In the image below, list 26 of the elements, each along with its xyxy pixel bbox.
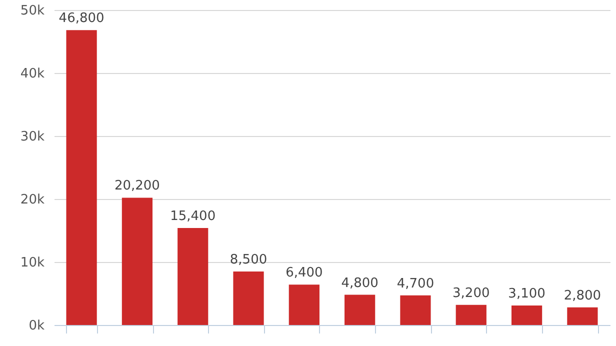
data-label: 8,500 <box>230 252 268 268</box>
bar <box>511 305 542 325</box>
data-label: 3,200 <box>452 286 490 301</box>
y-tick-label: 30k <box>20 130 45 144</box>
bar <box>567 307 598 325</box>
data-label: 15,400 <box>170 208 216 224</box>
bar <box>66 30 97 325</box>
data-label: 4,700 <box>396 276 434 292</box>
data-label: 20,200 <box>114 178 160 194</box>
data-label: 2,800 <box>564 288 602 304</box>
y-tick-label: 0k <box>28 318 45 334</box>
y-tick-label: 50k <box>20 4 45 18</box>
data-label: 6,400 <box>286 266 323 281</box>
bar <box>178 228 208 325</box>
data-label: 3,100 <box>508 286 546 302</box>
y-tick-label: 40k <box>20 66 45 82</box>
bar <box>288 284 320 325</box>
data-label: 4,800 <box>341 276 378 291</box>
bar <box>400 295 431 325</box>
bar <box>122 198 153 325</box>
bar <box>233 271 264 325</box>
data-label: 46,800 <box>58 11 104 26</box>
bar <box>344 294 376 325</box>
y-tick-label: 20k <box>20 192 45 208</box>
y-tick-label: 10k <box>20 256 45 270</box>
bar <box>456 304 486 325</box>
